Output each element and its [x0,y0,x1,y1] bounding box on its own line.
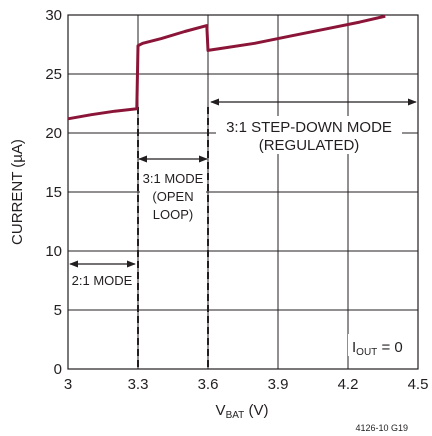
x-axis-label: VBAT (V) [216,402,269,421]
label-regulated: (REGULATED) [259,137,360,154]
y-tick-label-0: 0 [54,361,62,378]
plot-frame [67,14,419,370]
iout-annotation: IOUT = 0 [348,334,416,358]
tick-labels: 3 3.3 3.6 3.9 4.2 4.5 0 5 10 15 20 25 30 [45,7,428,393]
series-line-0 [67,14,386,121]
annotation-3-1-step-down: 3:1 STEP-DOWN MODE (REGULATED) [210,98,417,154]
mode-dividers [137,107,209,369]
y-tick-label-2: 10 [45,243,62,260]
y-tick-label-1: 5 [54,302,62,319]
y-tick-label-6: 30 [45,7,62,24]
label-2-1-mode: 2:1 MODE [72,273,133,288]
x-tick-label-3: 3.9 [268,376,289,393]
figure-code: 4126-10 G19 [355,423,408,433]
y-tick-label-4: 20 [45,125,62,142]
label-open: (OPEN [152,189,193,204]
label-3-1-mode: 3:1 MODE [143,171,204,186]
x-tick-label-4: 4.2 [338,376,359,393]
x-tick-label-1: 3.3 [128,376,149,393]
x-tick-label-5: 4.5 [408,376,429,393]
annotation-3-1-open-loop: 3:1 MODE (OPEN LOOP) [138,155,208,224]
grid [67,14,419,370]
iout-label: IOUT = 0 [352,339,403,358]
x-tick-label-2: 3.6 [198,376,219,393]
x-tick-label-0: 3 [64,376,72,393]
label-step-down-mode: 3:1 STEP-DOWN MODE [226,119,392,136]
y-tick-label-3: 15 [45,184,62,201]
series-layer [67,14,386,121]
y-tick-label-5: 25 [45,66,62,83]
y-axis-label: CURRENT (µA) [9,139,26,245]
label-loop: LOOP) [153,207,193,222]
annotation-2-1-mode: 2:1 MODE [69,260,136,288]
